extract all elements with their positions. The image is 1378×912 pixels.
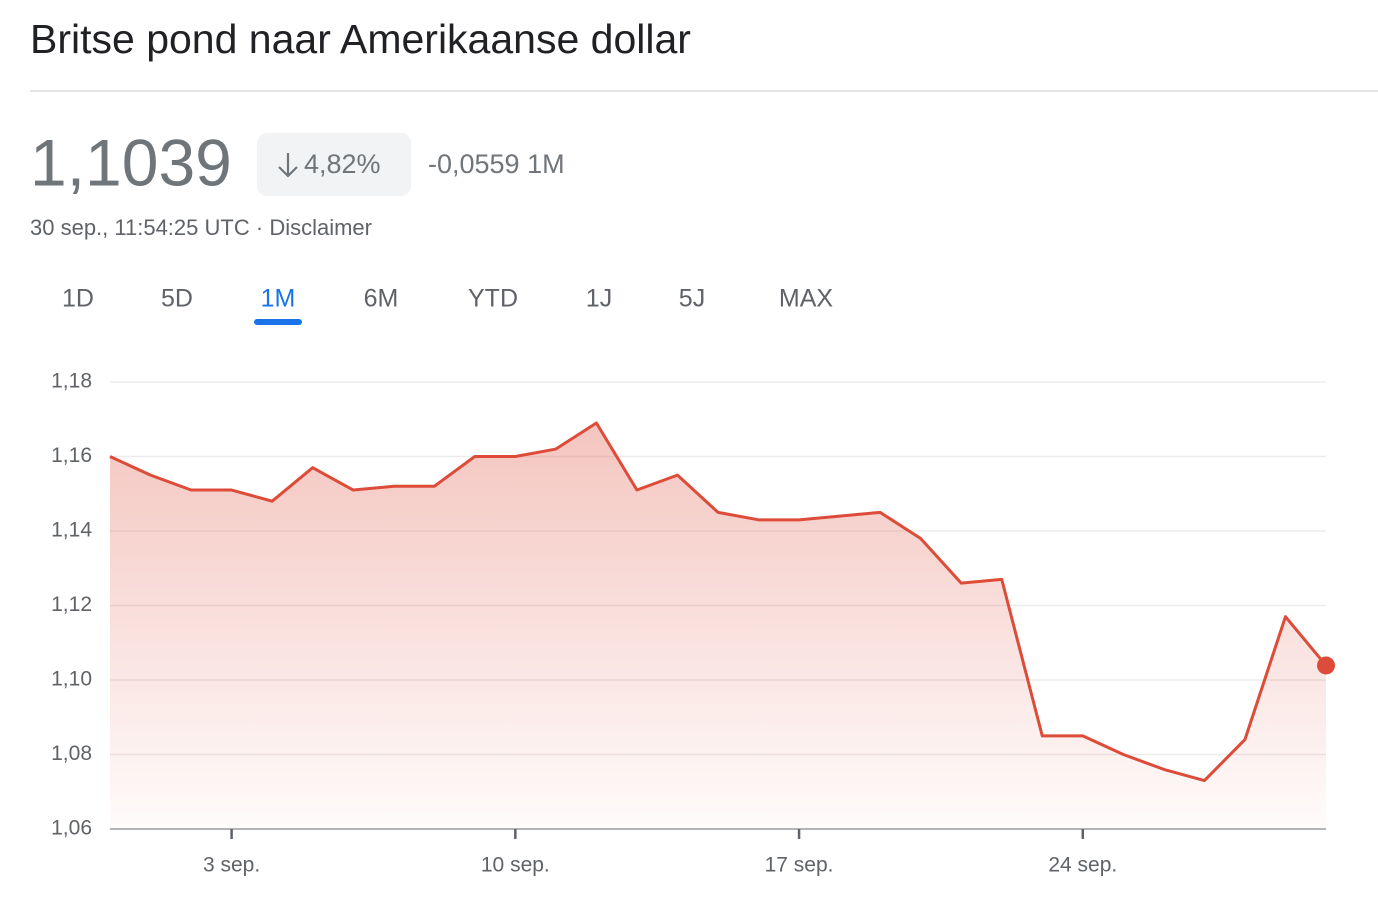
tab-underline (254, 319, 302, 325)
title: Britse pond naar Amerikaanse dollar (30, 16, 691, 62)
tab[interactable]: 5D (161, 285, 193, 313)
tab[interactable]: 5J (679, 285, 705, 313)
price: 1,1039 (30, 125, 232, 199)
last-point (1317, 656, 1335, 675)
x-tick-label: 17 sep. (765, 854, 834, 877)
separator: · (256, 215, 263, 240)
area-fill (110, 422, 1326, 829)
y-tick-label: 1,06 (51, 817, 92, 840)
down-arrow (278, 153, 298, 178)
x-tick-label: 24 sep. (1048, 854, 1117, 877)
timestamp-line: 30 sep., 11:54:25 UTC · Disclaimer (30, 215, 372, 240)
y-tick-label: 1,14 (51, 519, 92, 542)
y-tick-label: 1,18 (51, 370, 92, 393)
x-tick-label: 3 sep. (203, 854, 260, 877)
tab[interactable]: 1J (586, 285, 612, 313)
change-badge (257, 133, 411, 196)
timestamp: 30 sep., 11:54:25 UTC (30, 215, 250, 240)
y-tick-label: 1,16 (51, 444, 92, 467)
tab-selected[interactable]: 1M (261, 285, 296, 313)
tab[interactable]: YTD (468, 285, 518, 313)
disclaimer[interactable]: Disclaimer (269, 215, 372, 240)
tab[interactable]: 6M (364, 285, 399, 313)
tab[interactable]: 1D (62, 285, 94, 313)
change-percent: 4,82% (304, 149, 381, 179)
change: -0,0559 1M (428, 149, 565, 179)
x-tick-label: 10 sep. (481, 854, 550, 877)
y-tick-label: 1,10 (51, 668, 92, 691)
y-tick-label: 1,12 (51, 593, 92, 616)
y-tick-label: 1,08 (51, 742, 92, 765)
tab[interactable]: MAX (779, 285, 834, 313)
price-line (109, 421, 1328, 783)
